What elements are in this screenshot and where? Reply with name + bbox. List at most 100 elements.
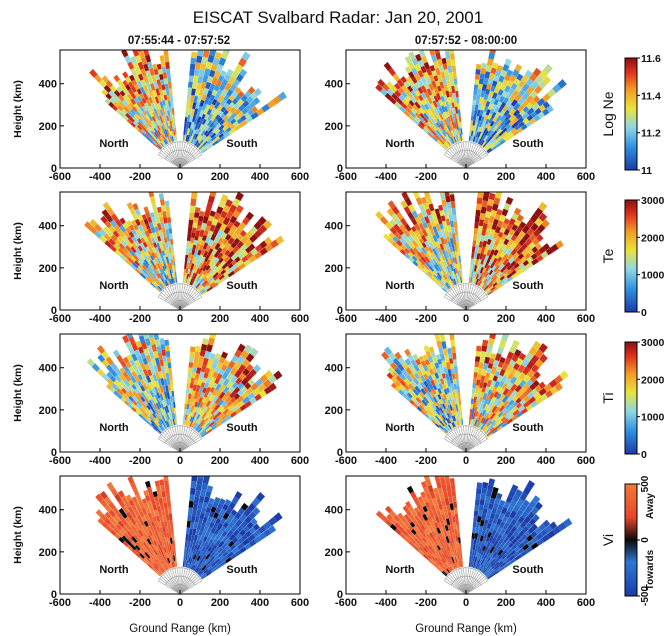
colorbar-tick-label: 1000 <box>641 412 664 424</box>
y-tick-label: 200 <box>325 263 343 275</box>
x-tick-label: -400 <box>89 171 111 183</box>
x-tick-label: -200 <box>129 597 151 609</box>
x-tick-label: -600 <box>49 171 71 183</box>
colorbar-te: 0 1000 2000 3000 Te <box>600 195 664 319</box>
x-tick-label: 200 <box>211 171 229 183</box>
panel-ti-2: North South -600 -400 -200 0 200 400 600 0 200 400 <box>325 333 595 467</box>
figure-title: EISCAT Svalbard Radar: Jan 20, 2001 <box>193 8 483 27</box>
y-tick-label: 200 <box>39 547 57 559</box>
colorbar-parameter-label: Vi <box>600 534 616 546</box>
y-tick-label: 0 <box>51 447 57 459</box>
y-tick-label: 400 <box>325 79 343 91</box>
x-tick-label: 200 <box>497 313 515 325</box>
colorbar-tick-label: 11.6 <box>641 53 661 65</box>
x-tick-label: 400 <box>537 455 555 467</box>
y-tick-label: 400 <box>325 505 343 517</box>
x-tick-label: 400 <box>251 597 269 609</box>
panel-log-ne-1: North South -600 -400 -200 0 200 400 600 0 200 400 H… <box>12 49 309 183</box>
x-axis-label-1: Ground Range (km) <box>129 623 231 635</box>
y-tick-label: 0 <box>337 163 343 175</box>
x-tick-label: 400 <box>251 171 269 183</box>
y-axis-label: Height (km) <box>12 364 24 422</box>
panel-vi-1: North South -600 -400 -200 0 200 400 600 0 200 400 H… <box>12 475 309 609</box>
north-label: North <box>385 564 415 576</box>
x-tick-label: -400 <box>375 171 397 183</box>
y-tick-label: 200 <box>39 405 57 417</box>
north-label: North <box>385 280 415 292</box>
panel-te-1: North South -600 -400 -200 0 200 400 600 0 200 400 H… <box>12 191 309 325</box>
x-tick-label: -200 <box>129 313 151 325</box>
y-tick-label: 200 <box>325 405 343 417</box>
y-tick-label: 0 <box>337 447 343 459</box>
panel-log-ne-2: North South -600 -400 -200 0 200 400 600 0 200 400 <box>325 49 595 183</box>
north-label: North <box>99 138 129 150</box>
x-tick-label: -400 <box>375 455 397 467</box>
colorbar-tick-label: 11.2 <box>641 128 661 140</box>
colorbar-tick-label: 2000 <box>641 232 664 244</box>
x-tick-label: 200 <box>211 313 229 325</box>
x-tick-label: -600 <box>335 597 357 609</box>
north-label: North <box>99 422 129 434</box>
y-tick-label: 200 <box>39 263 57 275</box>
x-tick-label: 200 <box>211 597 229 609</box>
x-tick-label: 200 <box>497 171 515 183</box>
south-label: South <box>512 422 543 434</box>
colorbar-tick-label: 0 <box>640 537 651 543</box>
x-tick-label: 0 <box>177 313 183 325</box>
colorbar-tick-label: 1000 <box>641 270 664 282</box>
column-title-1: 07:55:44 - 07:57:52 <box>128 35 230 47</box>
colorbar-ti: 0 1000 2000 3000 Ti <box>600 337 664 461</box>
x-tick-label: 0 <box>463 455 469 467</box>
x-tick-label: 200 <box>497 597 515 609</box>
x-tick-label: -400 <box>89 313 111 325</box>
colorbar-tick-label: 0 <box>641 449 647 461</box>
y-tick-label: 0 <box>337 305 343 317</box>
column-title-2: 07:57:52 - 08:00:00 <box>415 35 517 47</box>
x-tick-label: 600 <box>291 171 309 183</box>
x-tick-label: 0 <box>177 455 183 467</box>
colorbar-tick-label: 2000 <box>641 374 664 386</box>
colorbar-towards-label: Towards <box>645 549 656 590</box>
y-axis-label: Height (km) <box>12 80 24 138</box>
x-tick-label: 0 <box>177 597 183 609</box>
south-label: South <box>226 422 257 434</box>
x-tick-label: 400 <box>251 455 269 467</box>
colorbar-tick-label: -500 <box>640 586 651 606</box>
colorbar-away-label: Away <box>645 493 656 519</box>
x-tick-label: 600 <box>577 455 595 467</box>
x-tick-label: 600 <box>291 313 309 325</box>
y-tick-label: 0 <box>51 163 57 175</box>
x-axis-label-2: Ground Range (km) <box>415 623 517 635</box>
north-label: North <box>385 138 415 150</box>
x-tick-label: 400 <box>537 313 555 325</box>
panel-ti-1: North South -600 -400 -200 0 200 400 600 0 200 400 H… <box>12 333 309 467</box>
colorbar-tick-label: 3000 <box>641 337 664 349</box>
north-label: North <box>99 280 129 292</box>
colorbar-tick-label: 3000 <box>641 195 664 207</box>
y-tick-label: 400 <box>39 505 57 517</box>
panels-layer: North South -600 -400 -200 0 200 400 600 0 200 400 H… <box>12 49 664 609</box>
x-tick-label: 600 <box>291 455 309 467</box>
north-label: North <box>385 422 415 434</box>
south-label: South <box>512 138 543 150</box>
south-label: South <box>226 564 257 576</box>
x-tick-label: -200 <box>415 597 437 609</box>
colorbar-log-ne: 11 11.2 11.4 11.6 Log Ne <box>600 53 661 177</box>
y-tick-label: 200 <box>325 121 343 133</box>
x-tick-label: 400 <box>537 597 555 609</box>
colorbar-tick-label: 0 <box>641 307 647 319</box>
x-tick-label: 400 <box>251 313 269 325</box>
x-tick-label: 0 <box>177 171 183 183</box>
x-tick-label: -200 <box>415 455 437 467</box>
x-tick-label: 600 <box>577 171 595 183</box>
x-tick-label: 600 <box>577 597 595 609</box>
south-label: South <box>226 280 257 292</box>
x-tick-label: -600 <box>49 313 71 325</box>
colorbar-parameter-label: Ti <box>600 392 616 403</box>
x-tick-label: 0 <box>463 597 469 609</box>
y-tick-label: 0 <box>337 589 343 601</box>
x-tick-label: 0 <box>463 171 469 183</box>
y-tick-label: 400 <box>325 221 343 233</box>
x-tick-label: -600 <box>49 597 71 609</box>
colorbar-parameter-label: Te <box>600 248 616 263</box>
